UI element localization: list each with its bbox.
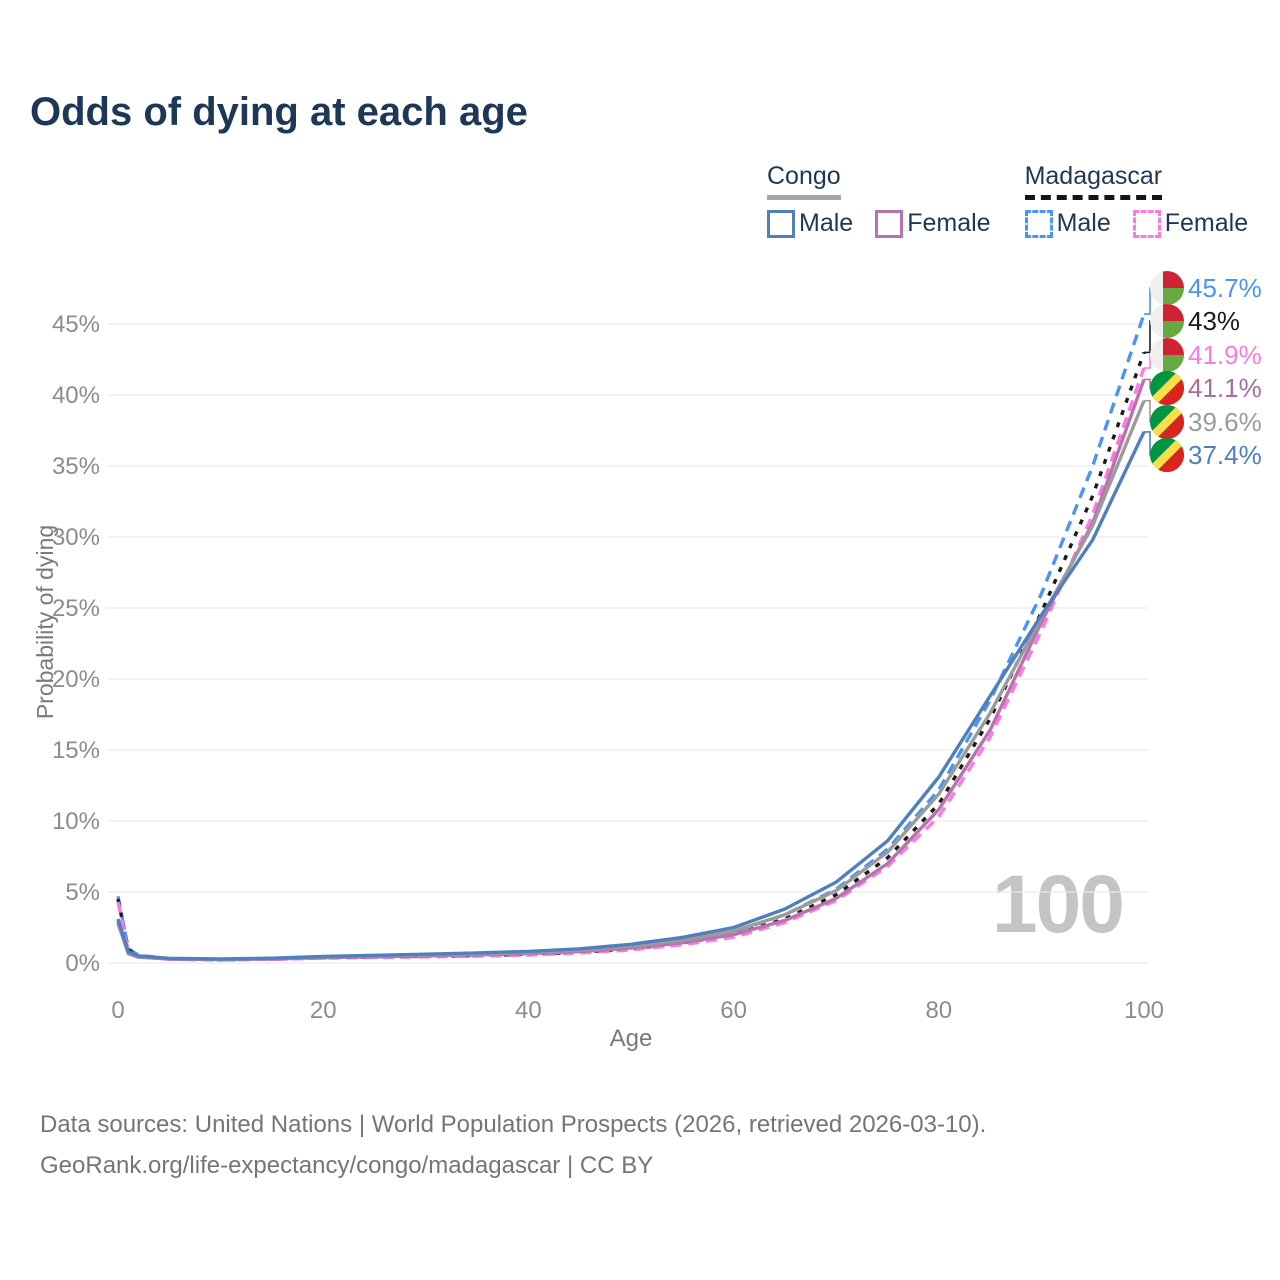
madagascar-flag-icon (1150, 271, 1184, 305)
legend-item-madagascar-male[interactable]: Male (1024, 209, 1111, 238)
footer-attribution: Data sources: United Nations | World Pop… (40, 1105, 986, 1187)
madagascar-flag-icon (1150, 304, 1184, 338)
legend-item-label: Female (907, 209, 991, 237)
madagascar-flag-icon (1150, 338, 1184, 372)
legend-group-congo: Congo Male Female (767, 162, 991, 238)
y-tick-label: 5% (65, 879, 100, 906)
end-value-label-congo-female: 41.1% (1188, 373, 1262, 403)
legend-item-congo-male[interactable]: Male (767, 209, 853, 238)
legend-item-label: Male (799, 209, 854, 237)
footer-datasources: Data sources: United Nations | World Pop… (40, 1111, 987, 1138)
end-value-label-madagascar-female: 41.9% (1188, 340, 1262, 370)
legend-item-madagascar-female[interactable]: Female (1132, 209, 1249, 238)
legend-group-madagascar: Madagascar Male Female (1024, 162, 1249, 238)
end-value-label-madagascar-male: 45.7% (1188, 273, 1262, 303)
x-tick-label: 100 (1124, 997, 1164, 1024)
congo-female-swatch-icon (875, 209, 904, 238)
series-line-congo (116, 400, 1146, 961)
congo-flag-icon (1150, 371, 1184, 405)
congo-flag-icon (1150, 405, 1184, 439)
series-line-madagascar-male (116, 313, 1146, 962)
x-tick-label: 40 (515, 997, 542, 1024)
congo-flag-icon (1150, 438, 1184, 472)
y-tick-label: 20% (52, 666, 100, 693)
watermark-100: 100 (992, 859, 1125, 950)
y-tick-label: 45% (52, 311, 100, 338)
y-tick-label: 30% (52, 524, 100, 551)
y-tick-label: 0% (65, 950, 100, 977)
x-tick-label: 80 (925, 997, 952, 1024)
footer-license: GeoRank.org/life-expectancy/congo/madaga… (40, 1151, 654, 1179)
legend-country-madagascar: Madagascar (1024, 162, 1163, 200)
madagascar-female-swatch-icon (1132, 209, 1161, 238)
x-tick-label: 60 (720, 997, 747, 1024)
end-value-label-congo-male: 37.4% (1188, 440, 1262, 470)
legend-item-label: Male (1056, 209, 1111, 237)
legend-country-congo: Congo (767, 162, 841, 200)
series-line-madagascar (116, 351, 1146, 962)
y-tick-label: 35% (52, 453, 100, 480)
y-tick-label: 25% (52, 595, 100, 622)
end-value-label-madagascar: 43% (1188, 306, 1240, 336)
end-value-label-congo: 39.6% (1188, 407, 1262, 437)
x-tick-label: 20 (310, 997, 337, 1024)
legend: Congo Male Female Madagascar Male (767, 162, 1248, 238)
y-tick-label: 15% (52, 737, 100, 764)
legend-item-congo-female[interactable]: Female (875, 209, 991, 238)
y-tick-label: 40% (52, 382, 100, 409)
series-line-congo-male (116, 431, 1146, 961)
congo-male-swatch-icon (767, 209, 795, 238)
x-axis-title: Age (609, 1025, 653, 1052)
y-tick-label: 10% (52, 808, 100, 835)
page-title: Odds of dying at each age (30, 90, 528, 134)
x-tick-label: 0 (111, 997, 124, 1024)
legend-item-label: Female (1164, 209, 1249, 237)
madagascar-male-swatch-icon (1024, 209, 1053, 238)
series-line-madagascar-female (116, 367, 1146, 962)
